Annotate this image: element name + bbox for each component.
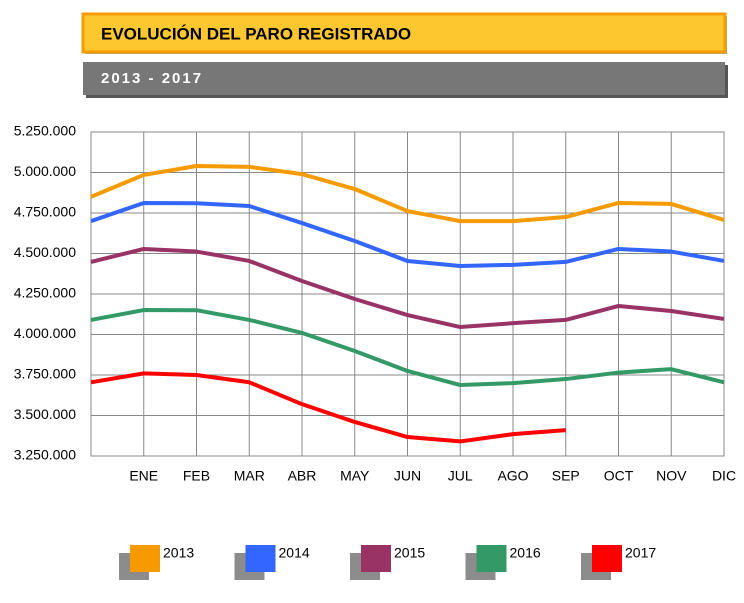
x-tick-label: OCT <box>604 468 634 484</box>
x-tick-label: JUN <box>394 468 421 484</box>
legend-swatch <box>592 545 622 572</box>
y-tick-label: 4.500.000 <box>14 244 76 260</box>
series-line <box>90 200 725 268</box>
x-tick-label: NOV <box>656 468 687 484</box>
title-box <box>81 12 727 54</box>
series-line <box>90 246 725 330</box>
legend-swatch <box>245 545 276 572</box>
y-tick-label: 4.750.000 <box>14 204 76 220</box>
x-tick-label: FEB <box>183 468 210 484</box>
series-line <box>90 164 725 224</box>
legend-label: 2017 <box>625 545 656 561</box>
legend-swatch <box>476 545 507 572</box>
x-tick-label: DIC <box>712 468 736 484</box>
legend-swatch <box>361 545 391 572</box>
x-tick-label: ABR <box>288 468 317 484</box>
series-line <box>90 371 566 444</box>
y-tick-label: 5.250.000 <box>14 123 76 139</box>
x-tick-label: ENE <box>129 468 158 484</box>
legend-swatch <box>130 545 160 572</box>
legend-label: 2015 <box>394 545 425 561</box>
subtitle-box <box>83 62 725 95</box>
legend-label: 2013 <box>163 545 194 561</box>
y-tick-label: 4.250.000 <box>14 285 76 301</box>
series-line <box>90 308 725 388</box>
x-tick-label: JUL <box>448 468 473 484</box>
y-tick-label: 5.000.000 <box>14 163 76 179</box>
x-tick-label: AGO <box>497 468 528 484</box>
legend-label: 2016 <box>510 545 541 561</box>
x-tick-label: SEP <box>552 468 580 484</box>
x-tick-label: MAR <box>234 468 265 484</box>
chart-title: EVOLUCIÓN DEL PARO REGISTRADO <box>101 24 411 43</box>
y-tick-label: 4.000.000 <box>14 325 76 341</box>
x-tick-label: MAY <box>340 468 370 484</box>
chart-subtitle: 2013 - 2017 <box>101 70 203 87</box>
y-tick-label: 3.500.000 <box>14 406 76 422</box>
y-tick-label: 3.750.000 <box>14 366 76 382</box>
legend-label: 2014 <box>279 545 310 561</box>
y-tick-label: 3.250.000 <box>14 447 76 463</box>
